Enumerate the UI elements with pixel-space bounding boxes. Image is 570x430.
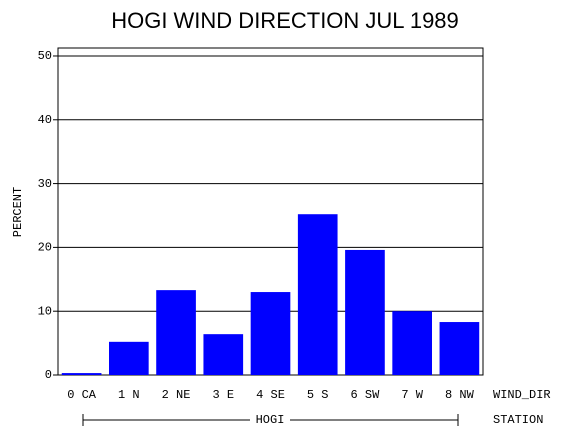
x-tick-label: 1 N [118,388,140,402]
y-tick-label: 20 [38,241,52,255]
y-tick-label: 10 [38,304,52,318]
y-tick-label: 0 [45,368,52,382]
group-bracket [82,414,459,426]
bar [109,341,149,375]
x-tick-label: 8 NW [445,388,475,402]
y-tick-label: 50 [38,49,52,63]
x-tick-label: 6 SW [351,388,381,402]
y-axis-label: PERCENT [11,187,25,237]
bar [250,292,291,375]
bar [297,214,338,375]
x-tick-label: 5 S [307,388,329,402]
x-tick-label: 7 W [401,388,423,402]
bar [439,322,480,375]
x-axis-label: WIND_DIR [493,388,551,402]
bar [392,311,432,375]
group-axis-label: STATION [493,413,543,427]
x-tick-label: 2 NE [162,388,191,402]
bar [203,334,244,375]
y-tick-label: 40 [38,113,52,127]
x-tick-label: 3 E [212,388,234,402]
bar [156,290,196,375]
x-tick-label: 4 SE [256,388,285,402]
bar [61,373,102,375]
bar [345,249,385,375]
y-tick-label: 30 [38,177,52,191]
group-label: HOGI [256,413,285,427]
chart-title: HOGI WIND DIRECTION JUL 1989 [111,8,459,33]
x-tick-label: 0 CA [67,388,97,402]
